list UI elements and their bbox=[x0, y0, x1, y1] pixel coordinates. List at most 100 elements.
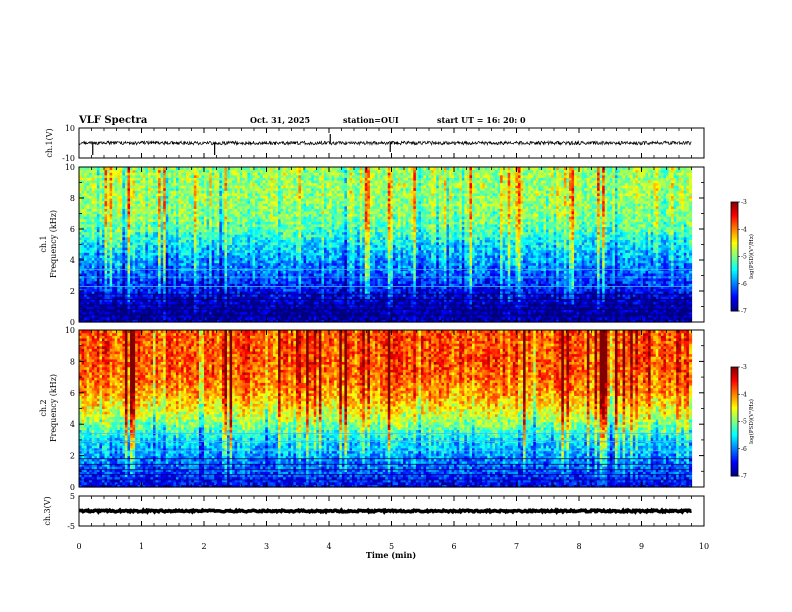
spectrogram-cell bbox=[196, 229, 200, 233]
spectrogram-cell bbox=[101, 226, 106, 230]
spectrogram-cell bbox=[193, 167, 197, 171]
spectrogram-cell bbox=[107, 192, 111, 197]
spectrogram-cell bbox=[191, 316, 195, 321]
spectrogram-cell bbox=[221, 306, 226, 310]
spectrogram-cell bbox=[163, 316, 167, 321]
spectrogram-cell bbox=[79, 319, 83, 323]
spectrogram-cell bbox=[204, 172, 208, 176]
spectrogram-cell bbox=[211, 172, 215, 176]
spectrogram-cell bbox=[214, 296, 218, 300]
spectrogram-cell bbox=[107, 265, 111, 269]
spectrogram-cell bbox=[201, 272, 205, 277]
spectrogram-cell bbox=[216, 309, 220, 313]
spectrogram-cell bbox=[221, 205, 226, 209]
spectrogram-cell bbox=[145, 192, 149, 197]
spectrogram-cell bbox=[142, 278, 146, 282]
spectrogram-cell bbox=[135, 231, 139, 235]
spectrogram-cell bbox=[84, 200, 88, 204]
spectrogram-cell bbox=[101, 182, 106, 186]
spectrogram-cell bbox=[219, 311, 223, 315]
spectrogram-cell bbox=[114, 303, 118, 308]
spectrogram-cell bbox=[181, 270, 185, 274]
spectrogram-cell bbox=[219, 306, 223, 310]
spectrogram-cell bbox=[127, 182, 131, 186]
spectrogram-cell bbox=[216, 177, 220, 181]
spectrogram-cell bbox=[158, 205, 162, 209]
spectrogram-cell bbox=[94, 185, 98, 189]
spectrogram-cell bbox=[204, 182, 208, 186]
spectrogram-cell bbox=[219, 280, 223, 284]
spectrogram-cell bbox=[99, 283, 103, 287]
spectrogram-cell bbox=[147, 213, 152, 217]
spectrogram-cell bbox=[211, 195, 215, 199]
spectrogram-cell bbox=[79, 205, 83, 209]
spectrogram-cell bbox=[201, 303, 205, 308]
spectrogram-cell bbox=[130, 195, 134, 199]
spectrogram-cell bbox=[96, 203, 101, 207]
spectrogram-cell bbox=[127, 306, 131, 310]
spectrogram-cell bbox=[198, 195, 203, 199]
spectrogram-cell bbox=[107, 182, 111, 186]
spectrogram-cell bbox=[181, 309, 185, 313]
spectrogram-cell bbox=[84, 311, 88, 315]
spectrogram-cell bbox=[114, 252, 118, 256]
spectrogram-cell bbox=[198, 208, 203, 212]
spectrogram-cell bbox=[140, 288, 144, 292]
spectrogram-cell bbox=[104, 229, 108, 233]
spectrogram-cell bbox=[170, 179, 175, 184]
spectrogram-cell bbox=[219, 174, 223, 178]
spectrogram-cell bbox=[219, 198, 223, 202]
spectrogram-cell bbox=[140, 303, 144, 308]
spectrogram-cell bbox=[204, 198, 208, 202]
spectrogram-cell bbox=[124, 213, 129, 217]
spectrogram-cell bbox=[193, 314, 197, 318]
spectrogram-cell bbox=[186, 208, 190, 212]
spectrogram-cell bbox=[186, 288, 190, 292]
spectrogram-cell bbox=[132, 278, 136, 282]
spectrogram-cell bbox=[198, 179, 203, 184]
spectrogram-cell bbox=[181, 254, 185, 259]
date-label: Oct. 31, 2025 bbox=[250, 115, 310, 125]
spectrogram-cell bbox=[211, 179, 215, 184]
spectrogram-cell bbox=[140, 190, 144, 194]
spectrogram-cell bbox=[89, 272, 93, 277]
spectrogram-cell bbox=[91, 241, 95, 246]
spectrogram-cell bbox=[114, 280, 118, 284]
spectrogram-cell bbox=[137, 210, 141, 215]
spectrogram-cell bbox=[221, 169, 226, 173]
spectrogram-cell bbox=[193, 301, 197, 305]
spectrogram-cell bbox=[147, 311, 152, 315]
spectrogram-cell bbox=[155, 265, 159, 269]
spectrogram-cell bbox=[168, 272, 172, 277]
spectrogram-cell bbox=[79, 187, 83, 191]
y-tick-label: -10 bbox=[62, 154, 75, 163]
spectrogram-cell bbox=[150, 244, 154, 248]
spectrogram-cell bbox=[79, 192, 83, 197]
spectrogram-cell bbox=[206, 174, 210, 178]
spectrogram-cell bbox=[160, 303, 164, 308]
spectrogram-cell bbox=[216, 182, 220, 186]
spectrogram-cell bbox=[173, 293, 177, 297]
spectrogram-cell bbox=[155, 226, 159, 230]
spectrogram-cell bbox=[209, 179, 213, 184]
spectrogram-cell bbox=[221, 200, 226, 204]
spectrogram-cell bbox=[86, 280, 90, 284]
spectrogram-cell bbox=[155, 249, 159, 253]
spectrogram-cell bbox=[201, 200, 205, 204]
spectrogram-cell bbox=[109, 210, 113, 215]
spectrogram-cell bbox=[117, 229, 121, 233]
spectrogram-cell bbox=[135, 239, 139, 243]
spectrogram-cell bbox=[173, 303, 177, 308]
spectrogram-cell bbox=[183, 270, 187, 274]
spectrogram-cell bbox=[163, 226, 167, 230]
spectrogram-cell bbox=[107, 260, 111, 264]
spectrogram-cell bbox=[94, 210, 98, 215]
spectrogram-cell bbox=[96, 252, 101, 256]
spectrogram-cell bbox=[168, 169, 172, 173]
spectrogram-cell bbox=[173, 298, 177, 302]
spectrogram-cell bbox=[186, 195, 190, 199]
spectrogram-cell bbox=[183, 236, 187, 240]
spectrogram-cell bbox=[209, 205, 213, 209]
spectrogram-cell bbox=[84, 265, 88, 269]
spectrogram-cell bbox=[132, 270, 136, 274]
